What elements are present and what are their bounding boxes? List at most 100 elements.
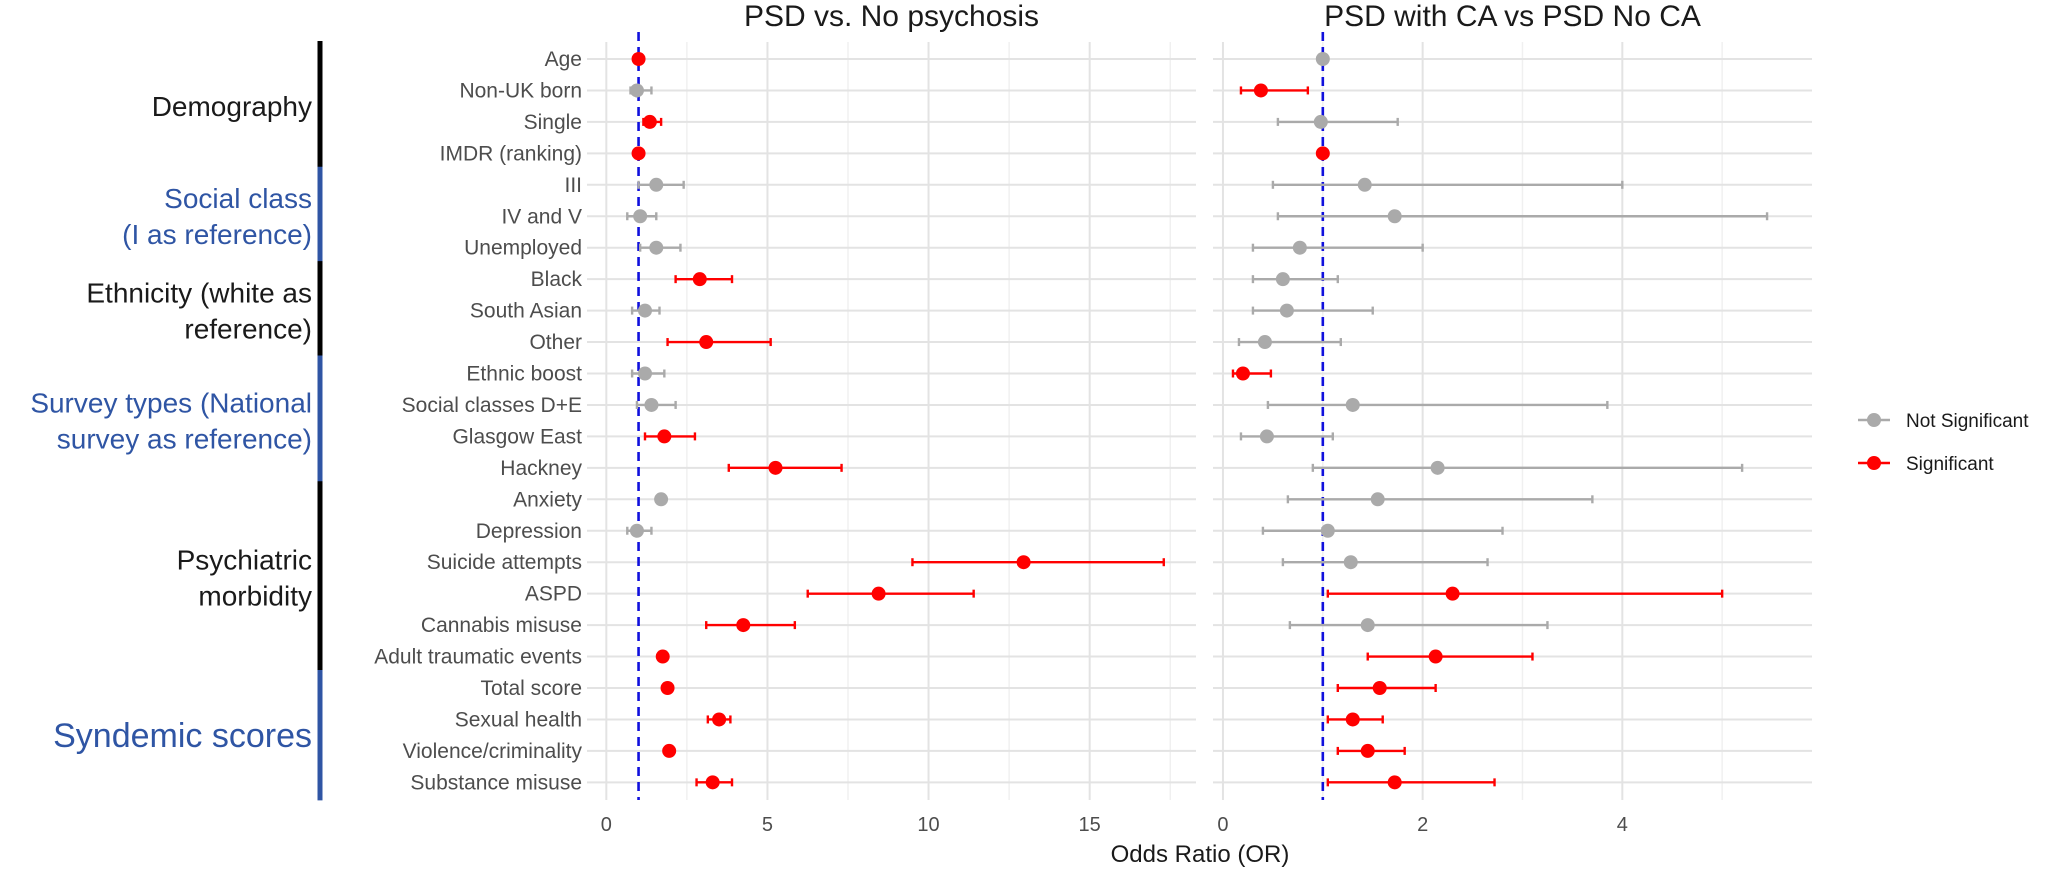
group-label: Demography: [152, 91, 312, 122]
row-label: Age: [545, 48, 582, 71]
estimate-point: [1313, 114, 1328, 129]
row-label: Social classes D+E: [402, 394, 582, 417]
x-tick-label: 2: [1417, 814, 1428, 836]
group-label: Survey types (National: [30, 387, 312, 418]
group-label: (I as reference): [122, 219, 312, 250]
estimate-point: [1275, 272, 1290, 287]
estimate-point: [1253, 83, 1268, 98]
estimate-point: [1372, 681, 1387, 695]
estimate-point: [657, 429, 672, 444]
panel-title: PSD vs. No psychosis: [744, 0, 1039, 33]
row-label: Hackney: [500, 457, 582, 480]
x-tick-label: 4: [1617, 814, 1628, 836]
legend-label: Not Significant: [1906, 411, 2029, 432]
row-label: Non-UK born: [459, 79, 582, 102]
x-tick-label: 10: [917, 814, 939, 836]
panel-background: [1213, 42, 1812, 800]
estimate-point: [1257, 335, 1272, 350]
row-label: Cannabis misuse: [421, 614, 582, 637]
estimate-point: [768, 460, 783, 475]
estimate-point: [1357, 177, 1372, 192]
group-label: Social class: [164, 183, 312, 214]
estimate-point: [705, 775, 720, 790]
estimate-point: [649, 177, 664, 192]
row-label: Suicide attempts: [427, 551, 582, 574]
estimate-point: [736, 618, 751, 633]
estimate-point: [629, 83, 644, 98]
estimate-point: [1315, 146, 1330, 161]
estimate-point: [1345, 397, 1360, 412]
row-label: Other: [529, 331, 582, 354]
row-label: Anxiety: [513, 488, 582, 511]
estimate-point: [1387, 209, 1402, 224]
estimate-point: [654, 492, 669, 507]
estimate-point: [1259, 429, 1274, 444]
estimate-point: [655, 649, 670, 664]
estimate-point: [1387, 775, 1402, 790]
estimate-point: [629, 523, 644, 538]
estimate-point: [699, 335, 714, 350]
row-label: Total score: [480, 677, 582, 700]
x-tick-label: 0: [601, 814, 612, 836]
estimate-point: [1345, 712, 1360, 727]
row-label: III: [564, 174, 582, 197]
estimate-point: [631, 52, 646, 66]
group-label: morbidity: [198, 581, 312, 612]
estimate-point: [871, 586, 886, 601]
estimate-point: [1292, 240, 1307, 255]
estimate-point: [1370, 492, 1385, 507]
row-label: Adult traumatic events: [374, 646, 582, 669]
estimate-point: [1235, 366, 1250, 381]
estimate-point: [638, 366, 652, 381]
group-label: Ethnicity (white as: [86, 277, 312, 308]
estimate-point: [1360, 618, 1375, 633]
estimate-point: [1430, 460, 1445, 475]
estimate-point: [1016, 555, 1031, 570]
group-label: reference): [184, 313, 312, 344]
row-label: Black: [531, 268, 583, 291]
row-label: IV and V: [501, 205, 582, 228]
estimate-point: [1360, 743, 1375, 758]
estimate-point: [662, 743, 677, 758]
row-label: Depression: [476, 520, 582, 543]
estimate-point: [649, 240, 664, 255]
x-tick-label: 15: [1079, 814, 1101, 836]
estimate-point: [1315, 52, 1330, 66]
estimate-point: [712, 712, 727, 727]
group-label: survey as reference): [57, 423, 312, 454]
estimate-point: [633, 209, 648, 224]
row-label: IMDR (ranking): [440, 142, 582, 165]
estimate-point: [660, 681, 675, 695]
estimate-point: [1279, 303, 1294, 318]
row-label: Ethnic boost: [466, 363, 582, 386]
estimate-point: [1445, 586, 1460, 601]
row-label: Substance misuse: [410, 771, 582, 794]
row-label: South Asian: [470, 300, 582, 323]
estimate-point: [631, 146, 646, 161]
x-tick-label: 0: [1217, 814, 1228, 836]
estimate-point: [1320, 523, 1335, 538]
estimate-point: [692, 272, 707, 287]
x-tick-label: 5: [762, 814, 773, 836]
row-label: Glasgow East: [452, 425, 582, 448]
panel-background: [587, 42, 1196, 800]
row-label: Unemployed: [464, 237, 582, 260]
estimate-point: [1428, 649, 1443, 664]
legend-key-point: [1867, 456, 1881, 470]
estimate-point: [1343, 555, 1358, 570]
estimate-point: [644, 397, 659, 412]
row-label: Violence/criminality: [403, 740, 583, 763]
group-label: Syndemic scores: [53, 717, 312, 755]
legend-label: Significant: [1906, 454, 1994, 475]
row-label: ASPD: [525, 583, 582, 606]
estimate-point: [638, 303, 652, 318]
legend-key-point: [1867, 413, 1881, 427]
estimate-point: [642, 114, 657, 129]
panel-title: PSD with CA vs PSD No CA: [1324, 0, 1701, 33]
group-label: Psychiatric: [177, 545, 312, 576]
x-axis-title: Odds Ratio (OR): [1111, 841, 1290, 868]
row-label: Single: [524, 111, 582, 134]
row-label: Sexual health: [455, 708, 582, 731]
